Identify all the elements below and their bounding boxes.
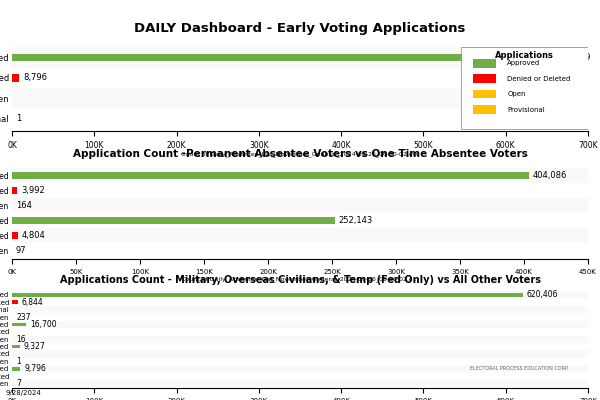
Text: 404,086: 404,086 [533, 171, 568, 180]
Bar [12, 168, 588, 183]
Bar [473, 105, 496, 114]
Bar [12, 213, 588, 228]
Bar [12, 228, 588, 243]
Bar [12, 198, 588, 213]
Bar [473, 74, 496, 83]
Text: Application Count -Permanent Absentee Voters vs One Time Absentee Voters: Application Count -Permanent Absentee Vo… [73, 148, 527, 158]
Text: 620,406: 620,406 [527, 290, 558, 299]
Text: 97: 97 [16, 246, 26, 255]
Text: 1: 1 [16, 357, 21, 366]
Bar [12, 183, 588, 198]
Text: 4,804: 4,804 [22, 231, 46, 240]
Text: Approved: Approved [508, 60, 541, 66]
Bar [12, 358, 588, 365]
Text: 656,229: 656,229 [556, 53, 590, 62]
Text: 1: 1 [16, 114, 22, 123]
Bar [473, 90, 496, 98]
Text: Open: Open [508, 91, 526, 97]
Text: 164: 164 [16, 201, 32, 210]
Text: 9/28/2024: 9/28/2024 [6, 390, 42, 396]
Bar [12, 380, 588, 387]
Bar [12, 336, 588, 343]
Bar [12, 343, 588, 350]
Bar [12, 54, 552, 61]
Bar [12, 367, 20, 371]
Bar [12, 313, 588, 321]
Bar [12, 350, 588, 358]
Bar [12, 365, 588, 372]
Text: 16,700: 16,700 [30, 320, 56, 329]
Bar [12, 243, 588, 258]
Text: 16: 16 [16, 335, 26, 344]
X-axis label: Count of Daily_Absentee_List_November_General_2024-09-26_06-00-02.c...: Count of Daily_Absentee_List_November_Ge… [181, 277, 419, 282]
Bar [12, 88, 588, 108]
Text: Applications Count - Military, Overseas Civilians, & Temp (Fed Only) vs All Othe: Applications Count - Military, Overseas … [59, 275, 541, 285]
Text: DAILY Dashboard - Early Voting Applications: DAILY Dashboard - Early Voting Applicati… [134, 22, 466, 35]
Bar [12, 68, 588, 88]
Bar [12, 306, 588, 313]
Bar [12, 300, 17, 304]
Text: 7: 7 [16, 379, 21, 388]
Bar [12, 372, 588, 380]
Bar [12, 74, 19, 82]
Text: Provisional: Provisional [508, 106, 545, 112]
Bar [12, 328, 588, 336]
Text: ELECTORAL PROCESS EDUCATION CORP.: ELECTORAL PROCESS EDUCATION CORP. [470, 366, 568, 371]
Text: 3,992: 3,992 [21, 186, 44, 195]
Bar [12, 291, 588, 298]
Bar [12, 322, 26, 326]
Bar [12, 321, 588, 328]
Bar [12, 345, 20, 348]
Text: Denied or Deleted: Denied or Deleted [508, 76, 571, 82]
Text: 9,796: 9,796 [24, 364, 46, 373]
Text: 237: 237 [16, 312, 31, 322]
Bar [12, 108, 588, 129]
Text: 6,844: 6,844 [22, 298, 43, 307]
Bar [12, 187, 17, 194]
Text: Applications: Applications [495, 51, 554, 60]
Text: 8,796: 8,796 [23, 74, 47, 82]
FancyBboxPatch shape [461, 47, 588, 129]
Bar [12, 298, 588, 306]
Text: 9,327: 9,327 [24, 342, 46, 351]
Text: 252,143: 252,143 [338, 216, 373, 225]
Bar [12, 47, 588, 68]
Bar [12, 172, 529, 179]
X-axis label: Count of Daily_Absentee_List_November_General_2024-09-26_06-00-02.csv: Count of Daily_Absentee_List_November_Ge… [181, 151, 419, 157]
Bar [473, 59, 496, 68]
Bar [12, 232, 18, 239]
Bar [12, 293, 523, 297]
Bar [12, 217, 335, 224]
